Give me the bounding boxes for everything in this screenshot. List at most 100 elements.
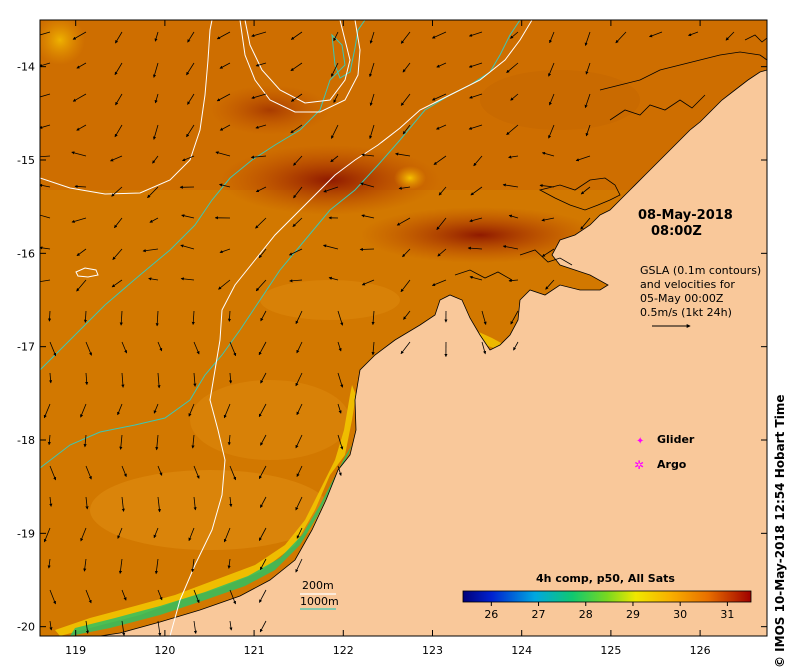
velocity-arrow — [180, 277, 195, 281]
colorbar-tick-label: 29 — [626, 608, 640, 621]
land-mainland — [99, 20, 767, 636]
velocity-arrow — [260, 372, 267, 384]
velocity-arrow — [117, 527, 123, 539]
velocity-arrow — [467, 246, 483, 250]
velocity-arrow — [436, 124, 447, 130]
glider-label: Glider — [657, 433, 695, 446]
velocity-arrow — [502, 245, 519, 250]
velocity-arrow — [114, 217, 123, 229]
velocity-arrow — [49, 496, 53, 507]
velocity-arrow — [157, 465, 163, 476]
velocity-arrow — [513, 341, 519, 351]
velocity-arrow — [549, 93, 555, 106]
gsla-line-1: GSLA (0.1m contours) — [640, 264, 762, 277]
velocity-arrow — [292, 217, 303, 227]
velocity-arrow — [111, 279, 123, 288]
coast-detail — [454, 269, 513, 281]
velocity-arrow — [295, 558, 303, 573]
coast-detail — [538, 177, 621, 211]
velocity-arrow — [83, 310, 88, 323]
velocity-arrow — [152, 155, 159, 164]
velocity-arrow — [40, 214, 51, 219]
velocity-arrow — [360, 182, 375, 188]
velocity-arrow — [469, 93, 483, 99]
velocity-arrow — [148, 277, 159, 281]
velocity-arrow — [333, 31, 339, 42]
velocity-arrow — [155, 434, 159, 451]
coast-detail — [609, 94, 706, 121]
velocity-arrow — [296, 403, 303, 416]
velocity-arrow — [85, 496, 89, 510]
velocity-arrow — [255, 124, 267, 129]
velocity-arrow — [191, 558, 195, 573]
velocity-arrow — [258, 341, 267, 356]
velocity-arrow — [290, 62, 303, 72]
velocity-arrow — [296, 341, 303, 354]
velocity-arrow — [76, 279, 87, 292]
velocity-arrow — [250, 155, 267, 159]
velocity-arrow — [580, 186, 591, 195]
velocity-arrow — [468, 124, 483, 130]
velocity-arrow — [468, 62, 483, 68]
velocity-arrow — [186, 124, 195, 138]
velocity-arrow — [47, 558, 51, 569]
velocity-arrow — [337, 372, 344, 388]
velocity-arrow — [181, 214, 195, 219]
velocity-arrow — [437, 248, 447, 257]
velocity-arrow — [337, 434, 344, 450]
velocity-arrow — [545, 279, 555, 290]
velocity-arrow — [47, 434, 51, 446]
velocity-arrow — [403, 310, 411, 320]
velocity-arrow — [323, 186, 339, 193]
colorbar-ticks: 26 27 28 29 30 31 — [484, 602, 734, 621]
velocity-arrow — [112, 248, 123, 261]
velocity-arrow — [219, 248, 231, 254]
velocity-arrow — [40, 93, 51, 98]
velocity-arrow — [83, 558, 87, 572]
velocity-arrow — [157, 372, 161, 389]
velocity-arrow — [508, 278, 519, 283]
velocity-arrow — [229, 465, 237, 481]
velocity-arrow — [328, 276, 339, 281]
velocity-arrow — [157, 496, 161, 513]
velocity-arrow — [188, 527, 195, 542]
velocity-arrow — [115, 93, 123, 106]
velocity-arrow — [255, 62, 267, 67]
velocity-arrow — [255, 186, 267, 193]
velocity-arrow — [431, 93, 447, 101]
velocity-arrow — [251, 93, 267, 99]
velocity-arrow — [218, 183, 231, 188]
velocity-arrow — [216, 31, 231, 40]
velocity-arrow — [40, 246, 51, 250]
velocity-arrow — [71, 217, 87, 223]
velocity-arrow — [85, 620, 90, 634]
velocity-arrow — [468, 31, 483, 37]
depth-200m-label: 200m — [302, 579, 334, 592]
velocity-arrow — [541, 248, 555, 257]
velocity-arrow — [223, 527, 231, 543]
velocity-arrow — [260, 434, 267, 446]
velocity-arrow — [71, 151, 87, 157]
gsla-contour-loop — [75, 267, 99, 278]
velocity-arrow — [369, 62, 375, 78]
velocity-arrow — [470, 186, 483, 196]
velocity-arrow — [469, 217, 483, 223]
velocity-arrow — [76, 248, 87, 257]
velocity-arrow — [580, 217, 591, 230]
warm-filament — [480, 70, 640, 130]
velocity-arrow — [508, 155, 519, 159]
velocity-arrow — [548, 62, 555, 77]
velocity-arrow — [510, 310, 519, 325]
velocity-arrow — [74, 184, 87, 189]
velocity-arrow — [121, 496, 125, 512]
velocity-arrow — [229, 496, 233, 508]
cool-patch — [90, 470, 330, 550]
velocity-arrow — [369, 124, 375, 140]
map-date: 08-May-2018 — [638, 208, 733, 223]
velocity-arrow — [182, 155, 195, 162]
x-tick-label: 120 — [154, 644, 175, 657]
argo-label: Argo — [657, 458, 687, 471]
velocity-arrow — [154, 558, 159, 575]
velocity-arrow — [402, 62, 411, 73]
velocity-arrow — [48, 372, 53, 384]
